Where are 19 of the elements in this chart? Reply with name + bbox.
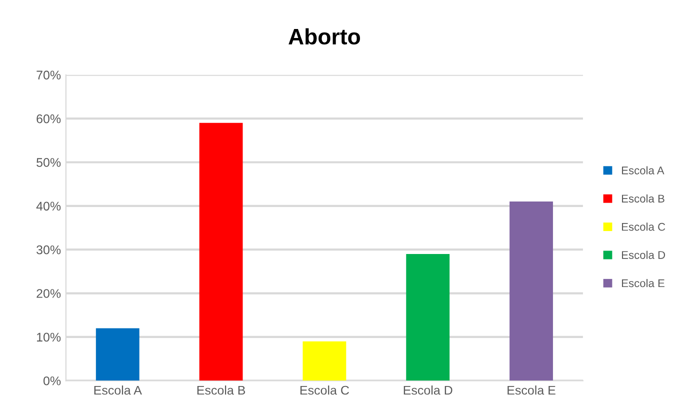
y-tick-label: 0% — [43, 376, 61, 386]
x-tick-label: Escola D — [404, 386, 452, 395]
legend-label: Escola D — [622, 250, 666, 259]
chart-title: Aborto — [288, 28, 360, 45]
x-tick-label: Escola B — [197, 386, 246, 395]
legend-label: Escola E — [622, 279, 664, 288]
y-tick-label: 10% — [37, 332, 61, 342]
y-tick-label: 50% — [36, 158, 61, 167]
legend-label: Escola A — [622, 166, 664, 174]
y-tick-label: 30% — [36, 245, 61, 254]
y-tick-label: 20% — [36, 289, 61, 298]
x-tick-label: Escola C — [300, 386, 349, 395]
y-tick-label: 70% — [36, 70, 61, 80]
y-tick-label: 60% — [36, 114, 61, 124]
legend-label: Escola B — [622, 194, 664, 203]
x-tick-label: Escola E — [508, 386, 556, 395]
x-tick-label: Escola A — [94, 386, 142, 395]
y-tick-label: 40% — [36, 202, 61, 211]
legend-label: Escola C — [622, 222, 666, 231]
